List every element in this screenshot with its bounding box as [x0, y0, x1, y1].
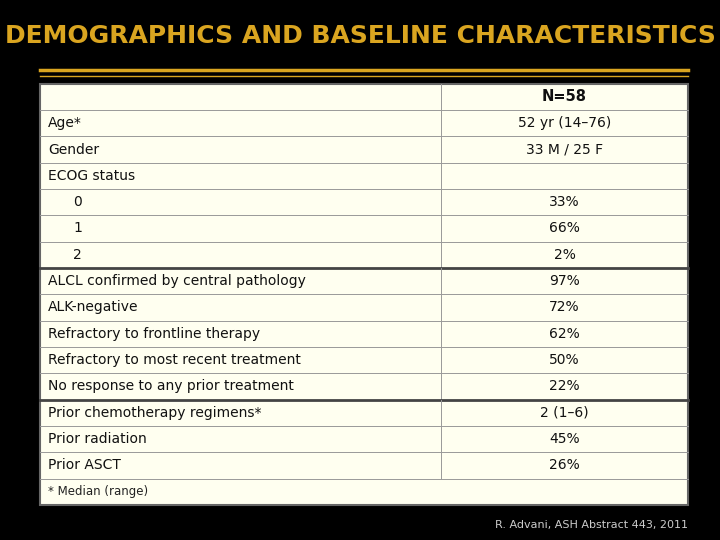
- Text: Refractory to frontline therapy: Refractory to frontline therapy: [48, 327, 261, 341]
- Text: Refractory to most recent treatment: Refractory to most recent treatment: [48, 353, 301, 367]
- Text: 26%: 26%: [549, 458, 580, 472]
- Text: 33%: 33%: [549, 195, 580, 209]
- Text: No response to any prior treatment: No response to any prior treatment: [48, 380, 294, 394]
- Text: 45%: 45%: [549, 432, 580, 446]
- Text: ALK-negative: ALK-negative: [48, 300, 139, 314]
- Text: ALCL confirmed by central pathology: ALCL confirmed by central pathology: [48, 274, 306, 288]
- Text: 52 yr (14–76): 52 yr (14–76): [518, 116, 611, 130]
- Text: Gender: Gender: [48, 143, 99, 157]
- FancyBboxPatch shape: [40, 84, 688, 505]
- Text: 0: 0: [73, 195, 82, 209]
- Text: 62%: 62%: [549, 327, 580, 341]
- Text: 72%: 72%: [549, 300, 580, 314]
- Text: Age*: Age*: [48, 116, 82, 130]
- Text: ECOG status: ECOG status: [48, 169, 135, 183]
- Text: Prior radiation: Prior radiation: [48, 432, 147, 446]
- Text: 33 M / 25 F: 33 M / 25 F: [526, 143, 603, 157]
- Text: 66%: 66%: [549, 221, 580, 235]
- Text: Prior ASCT: Prior ASCT: [48, 458, 121, 472]
- Text: DEMOGRAPHICS AND BASELINE CHARACTERISTICS: DEMOGRAPHICS AND BASELINE CHARACTERISTIC…: [4, 24, 716, 48]
- Text: N=58: N=58: [542, 89, 587, 104]
- Text: Prior chemotherapy regimens*: Prior chemotherapy regimens*: [48, 406, 262, 420]
- Text: 2 (1–6): 2 (1–6): [540, 406, 589, 420]
- Text: 50%: 50%: [549, 353, 580, 367]
- Text: R. Advani, ASH Abstract 443, 2011: R. Advani, ASH Abstract 443, 2011: [495, 520, 688, 530]
- Text: 1: 1: [73, 221, 82, 235]
- Text: 97%: 97%: [549, 274, 580, 288]
- Text: 22%: 22%: [549, 380, 580, 394]
- Text: 2: 2: [73, 248, 82, 262]
- Text: 2%: 2%: [554, 248, 575, 262]
- Text: * Median (range): * Median (range): [48, 485, 148, 498]
